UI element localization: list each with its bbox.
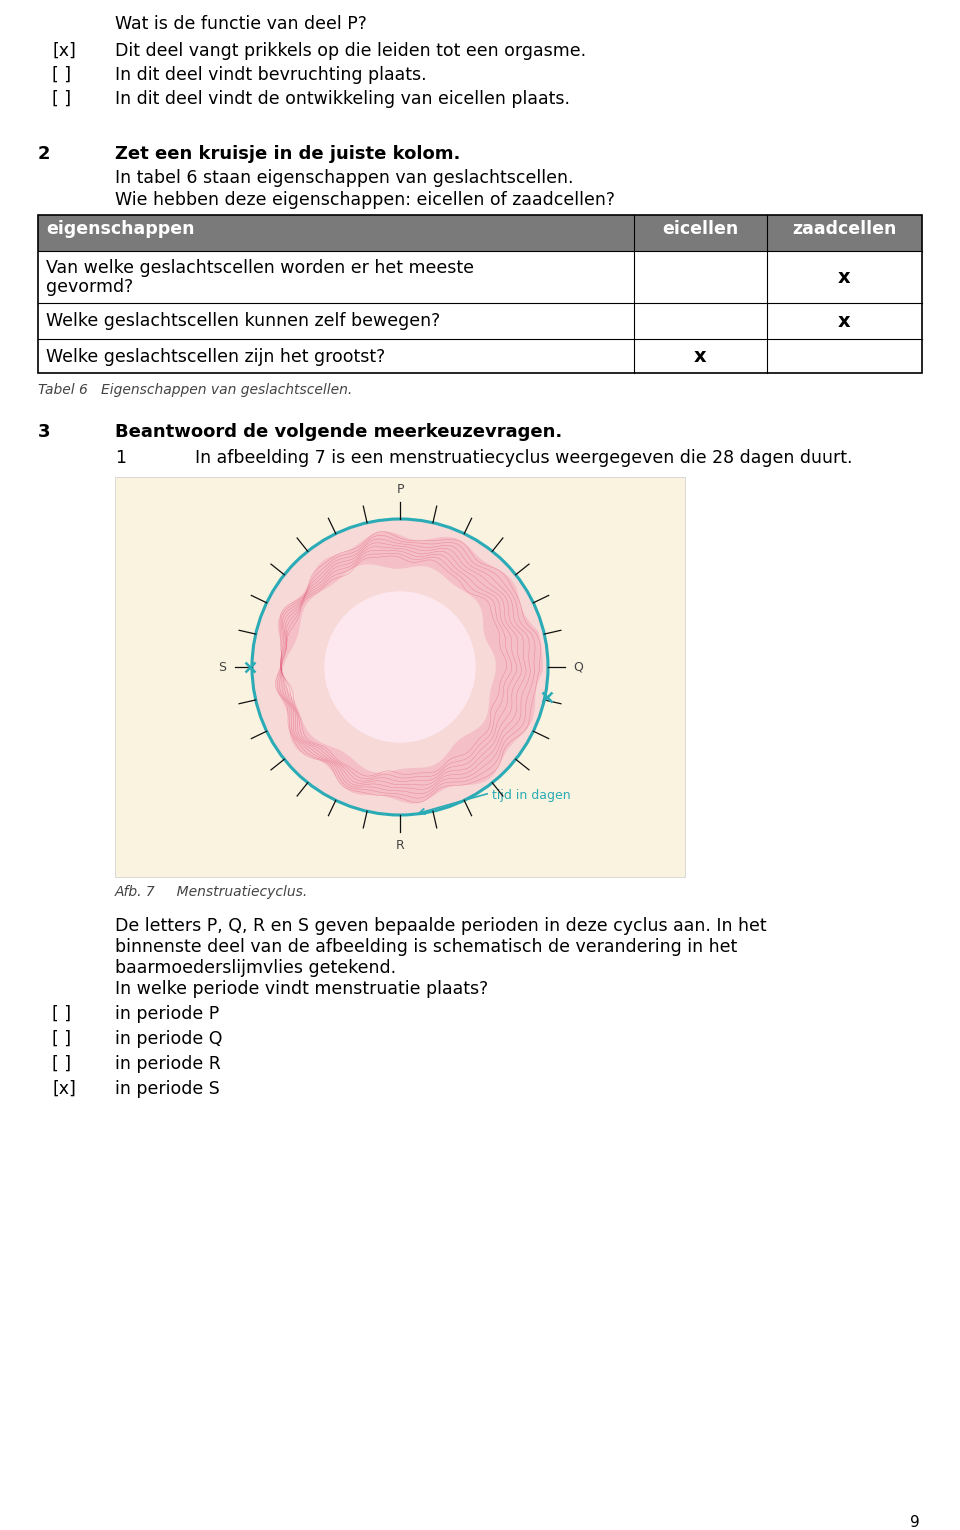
Text: [x]: [x] bbox=[52, 41, 76, 60]
Text: in periode R: in periode R bbox=[115, 1056, 221, 1073]
Text: Q: Q bbox=[573, 661, 583, 673]
Text: [ ]: [ ] bbox=[52, 1056, 71, 1073]
Text: binnenste deel van de afbeelding is schematisch de verandering in het: binnenste deel van de afbeelding is sche… bbox=[115, 938, 737, 956]
Text: in periode S: in periode S bbox=[115, 1080, 220, 1099]
Text: eicellen: eicellen bbox=[662, 220, 738, 239]
Text: Wie hebben deze eigenschappen: eicellen of zaadcellen?: Wie hebben deze eigenschappen: eicellen … bbox=[115, 191, 615, 210]
Polygon shape bbox=[325, 592, 475, 742]
Bar bbox=[115, 477, 685, 877]
Text: De letters P, Q, R en S geven bepaalde perioden in deze cyclus aan. In het: De letters P, Q, R en S geven bepaalde p… bbox=[115, 916, 767, 935]
Text: zaadcellen: zaadcellen bbox=[792, 220, 897, 239]
Text: eigenschappen: eigenschappen bbox=[46, 220, 195, 239]
Text: Beantwoord de volgende meerkeuzevragen.: Beantwoord de volgende meerkeuzevragen. bbox=[115, 422, 563, 441]
Text: Tabel 6   Eigenschappen van geslachtscellen.: Tabel 6 Eigenschappen van geslachtscelle… bbox=[38, 382, 352, 396]
Text: Wat is de functie van deel P?: Wat is de functie van deel P? bbox=[115, 15, 367, 34]
Text: 3: 3 bbox=[38, 422, 51, 441]
Text: In afbeelding 7 is een menstruatiecyclus weergegeven die 28 dagen duurt.: In afbeelding 7 is een menstruatiecyclus… bbox=[195, 448, 852, 467]
Text: Welke geslachtscellen zijn het grootst?: Welke geslachtscellen zijn het grootst? bbox=[46, 347, 385, 366]
Text: tijd in dagen: tijd in dagen bbox=[492, 788, 570, 802]
Text: In welke periode vindt menstruatie plaats?: In welke periode vindt menstruatie plaat… bbox=[115, 981, 489, 998]
Text: in periode Q: in periode Q bbox=[115, 1030, 223, 1048]
Text: Dit deel vangt prikkels op die leiden tot een orgasme.: Dit deel vangt prikkels op die leiden to… bbox=[115, 41, 587, 60]
Bar bbox=[38, 251, 922, 303]
Bar bbox=[38, 216, 922, 373]
Text: x: x bbox=[838, 268, 851, 286]
Text: In dit deel vindt de ontwikkeling van eicellen plaats.: In dit deel vindt de ontwikkeling van ei… bbox=[115, 90, 570, 109]
Text: in periode P: in periode P bbox=[115, 1005, 219, 1024]
Text: [ ]: [ ] bbox=[52, 66, 71, 84]
Text: x: x bbox=[838, 312, 851, 330]
Text: In tabel 6 staan eigenschappen van geslachtscellen.: In tabel 6 staan eigenschappen van gesla… bbox=[115, 168, 573, 187]
Polygon shape bbox=[276, 531, 543, 803]
Polygon shape bbox=[252, 519, 548, 815]
Text: Afb. 7     Menstruatiecyclus.: Afb. 7 Menstruatiecyclus. bbox=[115, 884, 308, 900]
Text: 2: 2 bbox=[38, 145, 51, 164]
Text: Welke geslachtscellen kunnen zelf bewegen?: Welke geslachtscellen kunnen zelf bewege… bbox=[46, 312, 441, 330]
Text: Zet een kruisje in de juiste kolom.: Zet een kruisje in de juiste kolom. bbox=[115, 145, 461, 164]
Text: R: R bbox=[396, 838, 404, 852]
Text: Van welke geslachtscellen worden er het meeste: Van welke geslachtscellen worden er het … bbox=[46, 259, 474, 277]
Text: baarmoederslijmvlies getekend.: baarmoederslijmvlies getekend. bbox=[115, 959, 396, 978]
Text: gevormd?: gevormd? bbox=[46, 278, 133, 295]
Text: 1: 1 bbox=[115, 448, 126, 467]
Text: S: S bbox=[218, 661, 226, 673]
Text: x: x bbox=[694, 346, 707, 366]
Text: P: P bbox=[396, 482, 404, 496]
Text: [x]: [x] bbox=[52, 1080, 76, 1099]
Text: [ ]: [ ] bbox=[52, 1005, 71, 1024]
Bar bbox=[38, 303, 922, 340]
Bar bbox=[38, 216, 922, 251]
Text: 9: 9 bbox=[910, 1515, 920, 1530]
Text: [ ]: [ ] bbox=[52, 1030, 71, 1048]
Text: [ ]: [ ] bbox=[52, 90, 71, 109]
Circle shape bbox=[325, 592, 475, 742]
Bar bbox=[38, 340, 922, 373]
Text: In dit deel vindt bevruchting plaats.: In dit deel vindt bevruchting plaats. bbox=[115, 66, 426, 84]
